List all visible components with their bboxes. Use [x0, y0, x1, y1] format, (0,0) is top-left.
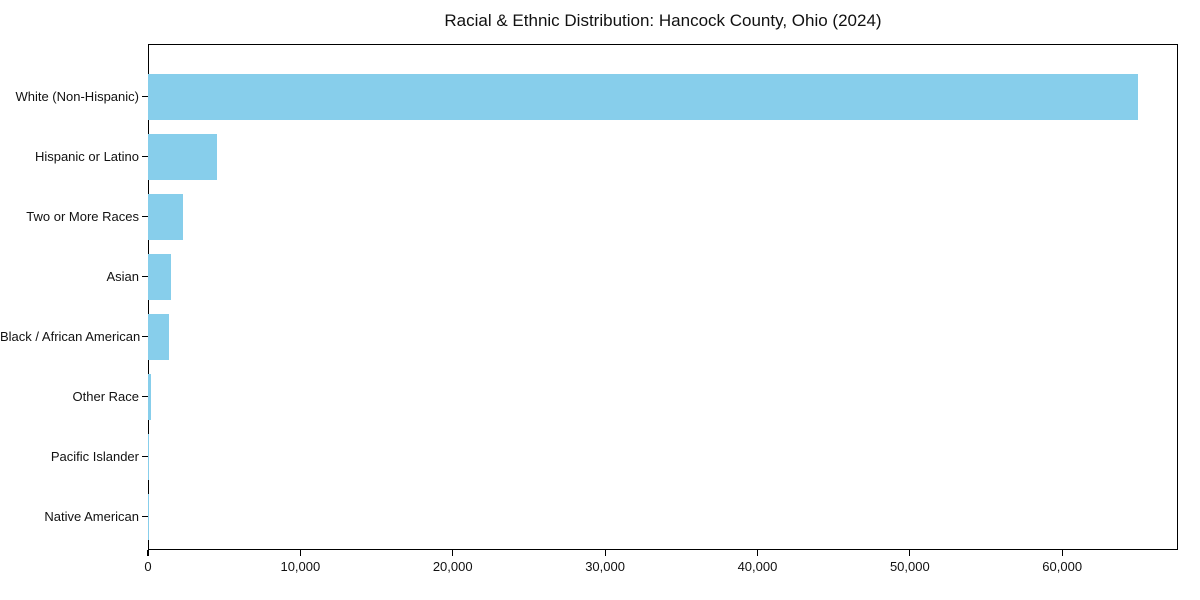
x-tick-mark [299, 550, 301, 556]
y-tick-label: Pacific Islander [50, 448, 139, 464]
y-tick-mark [142, 215, 148, 218]
x-tick-mark [147, 550, 149, 556]
bar-two-or-more-races [148, 193, 184, 240]
y-tick-mark [142, 95, 148, 98]
x-tick-mark [909, 550, 911, 556]
x-tick-label: 20,000 [432, 559, 473, 574]
bar-pacific-islander [148, 433, 149, 480]
x-tick-label: 50,000 [889, 559, 930, 574]
y-tick-mark [142, 455, 148, 458]
x-tick-label: 30,000 [585, 559, 625, 574]
y-tick-mark [142, 335, 148, 338]
y-tick-label: Asian [106, 268, 139, 284]
x-tick-mark [452, 550, 454, 556]
bar-native-american [148, 493, 149, 540]
y-tick-label: Native American [44, 508, 139, 524]
y-tick-mark [142, 515, 148, 518]
x-tick-mark [1061, 550, 1063, 556]
x-tick-label: 10,000 [280, 559, 321, 574]
y-tick-label: Two or More Races [26, 208, 139, 224]
chart-title: Racial & Ethnic Distribution: Hancock Co… [444, 11, 882, 30]
bar-white-non-hispanic [148, 73, 1139, 120]
y-tick-label: Other Race [72, 388, 139, 404]
y-tick-mark [142, 155, 148, 158]
bar-black-african-american [148, 313, 170, 360]
y-tick-mark [142, 395, 148, 398]
x-tick-label: 0 [144, 559, 152, 574]
bar-other-race [148, 373, 152, 420]
bar-asian [148, 253, 171, 300]
x-tick-label: 40,000 [737, 559, 778, 574]
x-tick-mark [604, 550, 606, 556]
bar-hispanic-or-latino [148, 133, 217, 180]
y-tick-mark [142, 275, 148, 278]
x-tick-label: 60,000 [1042, 559, 1083, 574]
y-tick-label: White (Non-Hispanic) [15, 88, 139, 104]
x-tick-mark [756, 550, 759, 556]
y-tick-label: Hispanic or Latino [34, 148, 139, 164]
plot-area [148, 44, 1178, 550]
y-tick-label: Black / African American [0, 328, 141, 344]
